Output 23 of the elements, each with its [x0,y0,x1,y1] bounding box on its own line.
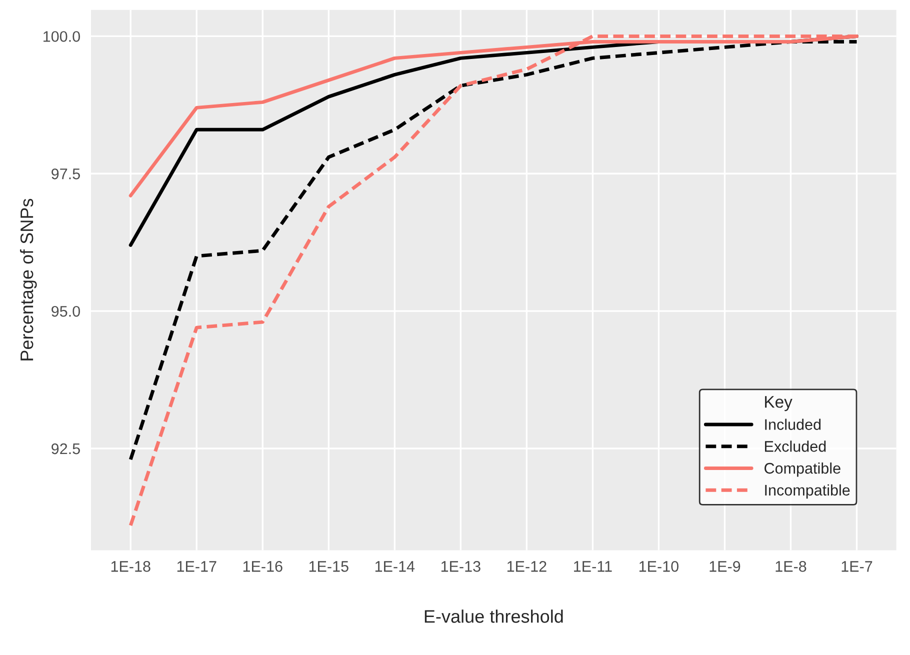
y-axis-title: Percentage of SNPs [20,198,37,360]
x-tick-label: 1E-13 [441,561,480,572]
y-tick-label: 95.0 [52,306,80,317]
x-tick-label: 1E-9 [710,561,740,572]
legend-label: Excluded [765,440,826,452]
x-tick-label: 1E-11 [574,561,612,572]
y-tick-label: 92.5 [52,443,80,454]
x-axis-title: E-value threshold [424,610,563,623]
x-tick-label: 1E-10 [639,561,678,572]
x-tick-label: 1E-15 [309,561,348,572]
legend-title: Key [765,396,792,412]
x-tick-label: 1E-12 [507,561,546,572]
x-tick-label: 1E-14 [375,561,415,572]
legend-label: Compatible [764,462,840,477]
y-tick-label: 100.0 [44,31,80,42]
legend-label: Included [765,418,821,430]
x-tick-label: 1E-17 [177,561,216,572]
x-tick-label: 1E-7 [842,561,872,572]
legend-label: Incompatible [765,484,850,499]
x-tick-label: 1E-8 [776,561,806,572]
x-tick-label: 1E-18 [111,561,150,572]
y-tick-label: 97.5 [52,168,80,180]
x-tick-label: 1E-16 [243,561,282,572]
